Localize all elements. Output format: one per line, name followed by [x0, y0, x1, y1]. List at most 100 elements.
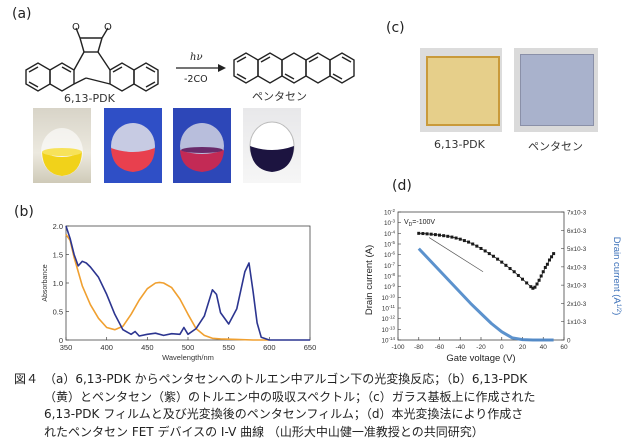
carbonyl-o-1: O — [72, 22, 80, 33]
log-current-point — [521, 277, 524, 281]
y-left-tick-label-d: 10-5 — [384, 240, 396, 249]
y-tick-label-b: 0.5 — [53, 308, 63, 317]
caption-line-4: れたペンタセン FET デバイスの I-V 曲線 （山形大中山健一准教授との共同… — [44, 424, 484, 439]
log-current-point — [433, 233, 437, 237]
iv-chart: -100 -80 -60 -40 -20 0 20 40 60 10-2 10-310-4 10-5 1… — [364, 208, 622, 364]
panel-label-c: (c) — [386, 20, 405, 36]
y-left-tick-label-d: 10-9 — [384, 283, 396, 292]
vd-annotation: VD=-100V — [404, 219, 435, 228]
flask-photo-red — [104, 108, 162, 183]
log-current-point — [547, 258, 551, 262]
panel-label-b: (b) — [14, 204, 34, 220]
y-left-tick-label-d: 10-12 — [381, 315, 395, 324]
log-current-line — [418, 232, 554, 289]
log-current-point — [467, 240, 471, 244]
log-current-point — [417, 231, 421, 235]
sqrt-current-curve — [417, 247, 554, 342]
y-axis-label-b: Absorbance — [42, 264, 49, 301]
log-current-point — [504, 263, 508, 267]
x-tick-label-b: 550 — [222, 343, 235, 352]
log-current-point — [487, 252, 491, 256]
x-tick-label-d: -20 — [476, 344, 486, 351]
series-pentacene-line — [65, 225, 310, 341]
x-tick-label-b: 650 — [304, 343, 317, 352]
carbonyl-o-2: O — [104, 22, 112, 33]
caption-line-2: （黄）とペンタセン（紫）のトルエン中の吸収スペクトル；（c）ガラス基板上に作成さ… — [44, 389, 536, 404]
log-current-point — [541, 270, 545, 274]
panel-label-a: (a) — [12, 6, 32, 22]
caption-line-3: 6,13-PDK フィルムと及び光変換後のペンタセンフィルム；（d）本光変換法に… — [44, 407, 524, 421]
y-left-tick-label-d: 10-3 — [384, 219, 396, 228]
caption-figure-label: 図４ — [14, 372, 39, 386]
y-left-tick-label-d: 10-6 — [384, 251, 396, 259]
series-pdk-line — [65, 234, 270, 341]
absorption-chart: 350 400 450 500 550 600 650 0 0.5 1.0 1.5 2.0 Wavele… — [42, 222, 317, 362]
y-left-axis-label-d: Drain current (A) — [364, 245, 375, 315]
y-tick-label-b: 1.0 — [53, 279, 63, 288]
y-tick-label-b: 1.5 — [53, 251, 63, 260]
log-current-point — [500, 260, 504, 264]
log-current-point — [442, 234, 446, 238]
y-right-tick-label-d: 1x10-3 — [567, 319, 587, 326]
log-current-point — [454, 236, 458, 240]
log-current-point — [545, 262, 549, 266]
film-right-label: ペンタセン — [528, 140, 583, 153]
x-tick-label-b: 350 — [60, 343, 73, 352]
arrow-top-label: hν — [190, 52, 203, 63]
caption-line-1: 図４ （a）6,13-PDK からペンタセンへのトルエン中アルゴン下の光変換反応；… — [14, 371, 617, 389]
log-current-point — [550, 255, 554, 259]
x-tick-label-d: 60 — [560, 344, 568, 351]
x-axis-label-d: Gate voltage (V) — [446, 353, 515, 364]
log-current-point — [552, 252, 556, 256]
film-photo-pentacene — [514, 48, 598, 132]
log-current-point — [508, 267, 512, 271]
log-current-point — [458, 237, 462, 241]
x-tick-label-d: 0 — [500, 344, 504, 351]
log-current-point — [535, 282, 539, 286]
log-current-point — [475, 244, 479, 248]
y-right-tick-label-d: 4x10-3 — [567, 264, 587, 271]
log-current-point — [462, 239, 466, 243]
x-tick-label-b: 400 — [100, 343, 113, 352]
y-right-tick-label-d: 2x10-3 — [567, 301, 587, 308]
log-current-point — [539, 274, 543, 278]
x-tick-label-d: -80 — [414, 344, 424, 351]
log-current-point — [425, 232, 429, 236]
log-current-point — [531, 286, 535, 290]
log-current-point — [529, 285, 533, 289]
flask-photo-yellow — [33, 108, 91, 183]
y-right-tick-label-d: 7x10-3 — [567, 210, 587, 217]
log-current-point — [450, 235, 454, 239]
flask-photo-purple-red — [173, 108, 231, 183]
y-left-tick-label-d: 10-7 — [384, 261, 396, 270]
flask-photo-dark — [243, 108, 301, 183]
x-tick-label-d: -40 — [456, 344, 466, 351]
y-right-tick-label-d: 0 — [567, 338, 571, 345]
y-left-tick-label-d: 10-2 — [384, 208, 396, 217]
log-current-point — [525, 281, 529, 285]
arrow-bottom-label: -2CO — [184, 74, 208, 85]
pdk-structure — [25, 27, 159, 92]
y-right-axis-label-d: Drain current (A1/2) — [611, 237, 622, 316]
y-tick-label-b: 2.0 — [53, 222, 63, 231]
log-current-point — [479, 246, 483, 250]
y-right-tick-label-d: 3x10-3 — [567, 283, 587, 290]
plot-frame-d — [397, 211, 565, 341]
pentacene-structure — [233, 52, 355, 84]
log-current-point — [471, 242, 475, 246]
y-right-tick-label-d: 6x10-3 — [567, 228, 587, 235]
figure-caption: 図４ （a）6,13-PDK からペンタセンへのトルエン中アルゴン下の光変換反応；… — [14, 371, 617, 441]
x-axis-label-b: Wavelength/nm — [162, 353, 214, 362]
y-left-tick-label-d: 10-14 — [381, 336, 395, 345]
y-left-tick-label-d: 10-13 — [381, 325, 395, 334]
y-left-tick-label-d: 10-8 — [384, 272, 396, 281]
log-current-point — [537, 278, 541, 282]
log-current-point — [429, 232, 433, 236]
film-left-label: 6,13-PDK — [434, 138, 485, 151]
y-right-tick-label-d: 5x10-3 — [567, 246, 587, 253]
x-tick-label-b: 450 — [141, 343, 154, 352]
log-current-point — [446, 234, 450, 238]
y-left-tick-label-d: 10-10 — [381, 293, 395, 302]
x-tick-label-d: -100 — [391, 344, 404, 351]
log-current-point — [421, 232, 425, 236]
